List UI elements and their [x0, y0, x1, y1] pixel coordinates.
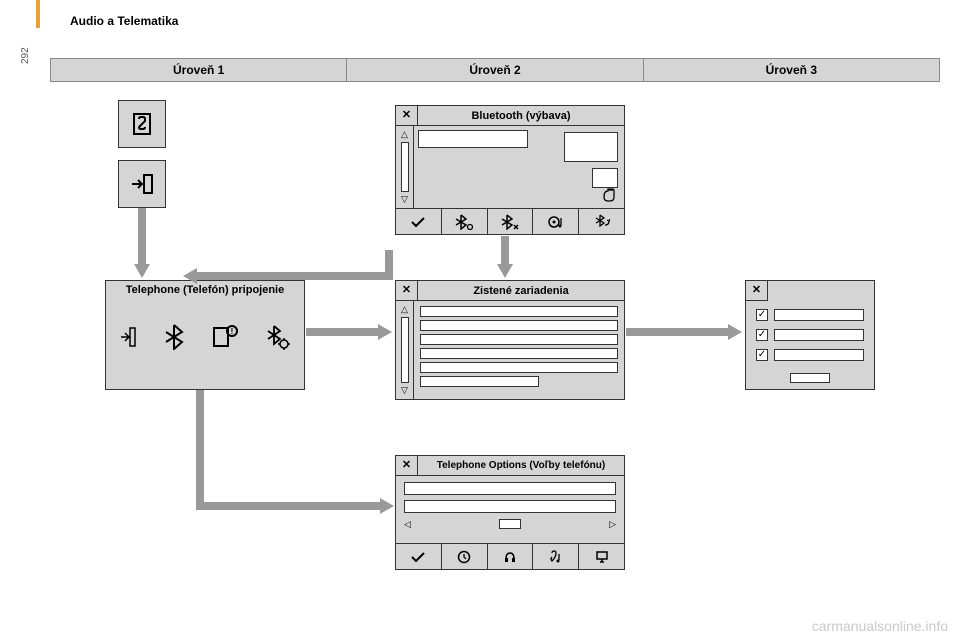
- options-body: ◁ ▷: [396, 476, 624, 543]
- list-item[interactable]: [420, 348, 618, 359]
- level-1: Úroveň 1: [51, 59, 347, 81]
- arrow-down-icon: [497, 236, 513, 280]
- panel-devices: ✕ Zistené zariadenia △ ▽: [395, 280, 625, 400]
- scroll-track[interactable]: [401, 317, 409, 383]
- panel-telephone-connect: Telephone (Telefón) pripojenie !: [105, 280, 305, 390]
- bt-btn-unpair[interactable]: [488, 209, 534, 235]
- phone-icon-panel: [118, 100, 166, 148]
- panel-checklist: ✕ ✓ ✓ ✓: [745, 280, 875, 390]
- scroll-down-icon[interactable]: ▽: [401, 386, 408, 395]
- level-2: Úroveň 2: [347, 59, 643, 81]
- checkbox-icon[interactable]: ✓: [756, 349, 768, 361]
- exit-icon[interactable]: [120, 326, 136, 348]
- options-nav: ◁ ▷: [404, 519, 616, 529]
- panel-devices-title: Zistené zariadenia: [418, 285, 624, 297]
- page-header: Audio a Telematika: [70, 14, 178, 28]
- close-button[interactable]: ✕: [746, 281, 768, 301]
- nav-indicator: [499, 519, 521, 529]
- bt-field: [418, 130, 528, 148]
- monitor-icon: [595, 550, 609, 564]
- nav-right-icon[interactable]: ▷: [609, 520, 616, 529]
- bluetooth-icon[interactable]: [164, 324, 184, 350]
- option-field: [404, 500, 616, 513]
- scrollbar[interactable]: △ ▽: [396, 126, 414, 208]
- svg-text:!: !: [231, 327, 234, 336]
- scroll-down-icon[interactable]: ▽: [401, 195, 408, 204]
- bt-pair-icon: [455, 214, 473, 230]
- bt-btn-ok[interactable]: [396, 209, 442, 235]
- check-icon: [411, 216, 425, 228]
- checklist-body: ✓ ✓ ✓: [746, 301, 874, 391]
- close-button[interactable]: ✕: [396, 106, 418, 125]
- check-row[interactable]: ✓: [756, 309, 864, 321]
- bt-btn-audio[interactable]: [533, 209, 579, 235]
- checkbox-icon[interactable]: ✓: [756, 309, 768, 321]
- list-item[interactable]: [420, 320, 618, 331]
- opt-btn-device[interactable]: [579, 544, 624, 570]
- nav-left-icon[interactable]: ◁: [404, 520, 411, 529]
- check-row[interactable]: ✓: [756, 349, 864, 361]
- option-field: [404, 482, 616, 495]
- bluetooth-content: [414, 126, 624, 208]
- arrow-elbow-down-icon: [192, 390, 396, 516]
- bt-btn-pair[interactable]: [442, 209, 488, 235]
- accent-side-bar: [36, 0, 40, 28]
- import-icon-panel: [118, 160, 166, 208]
- check-icon: [411, 551, 425, 563]
- headset-icon: [503, 550, 517, 564]
- opt-btn-ringtone[interactable]: [533, 544, 579, 570]
- close-button[interactable]: ✕: [396, 456, 418, 475]
- check-label: [774, 309, 864, 321]
- clock-phone-icon: [457, 550, 471, 564]
- opt-btn-contacts[interactable]: [442, 544, 488, 570]
- check-row[interactable]: ✓: [756, 329, 864, 341]
- scroll-track[interactable]: [401, 142, 409, 192]
- checklist-footer-box: [790, 373, 830, 383]
- arrow-elbow-icon: [179, 250, 395, 290]
- check-label: [774, 349, 864, 361]
- phone-music-icon: [549, 550, 563, 564]
- options-button-row: [396, 543, 624, 570]
- panel-bluetooth: ✕ Bluetooth (výbava) △ ▽: [395, 105, 625, 235]
- list-item[interactable]: [420, 334, 618, 345]
- scroll-up-icon[interactable]: △: [401, 130, 408, 139]
- phone-bracket-icon: [128, 110, 156, 138]
- opt-btn-ok[interactable]: [396, 544, 442, 570]
- scrollbar[interactable]: △ ▽: [396, 301, 414, 399]
- bt-preview-box: [564, 132, 618, 162]
- hand-icon: [602, 187, 620, 206]
- bt-preview-small: [592, 168, 618, 188]
- watermark: carmanualsonline.info: [812, 618, 948, 634]
- bt-btn-refresh[interactable]: [579, 209, 624, 235]
- list-item[interactable]: [420, 376, 539, 387]
- panel-bluetooth-title: Bluetooth (výbava): [418, 110, 624, 122]
- arrow-down-icon: [134, 208, 150, 280]
- check-label: [774, 329, 864, 341]
- panel-options-title: Telephone Options (Voľby telefónu): [418, 460, 624, 471]
- bt-refresh-icon: [594, 214, 610, 230]
- device-alert-icon[interactable]: !: [212, 324, 238, 350]
- disc-music-icon: [548, 215, 564, 229]
- arrow-right-icon: [306, 324, 394, 340]
- device-list: [414, 301, 624, 399]
- close-button[interactable]: ✕: [396, 281, 418, 300]
- list-item[interactable]: [420, 306, 618, 317]
- arrow-right-icon: [626, 324, 744, 340]
- bt-unpair-icon: [501, 214, 519, 230]
- level-header-row: Úroveň 1 Úroveň 2 Úroveň 3: [50, 58, 940, 82]
- bluetooth-settings-icon[interactable]: [266, 324, 290, 350]
- checkbox-icon[interactable]: ✓: [756, 329, 768, 341]
- level-3: Úroveň 3: [644, 59, 939, 81]
- opt-btn-redial[interactable]: [488, 544, 534, 570]
- list-item[interactable]: [420, 362, 618, 373]
- page-number: 292: [20, 47, 31, 64]
- scroll-up-icon[interactable]: △: [401, 305, 408, 314]
- import-icon: [130, 172, 154, 196]
- bt-button-row: [396, 208, 624, 235]
- panel-telephone-options: ✕ Telephone Options (Voľby telefónu) ◁ ▷: [395, 455, 625, 570]
